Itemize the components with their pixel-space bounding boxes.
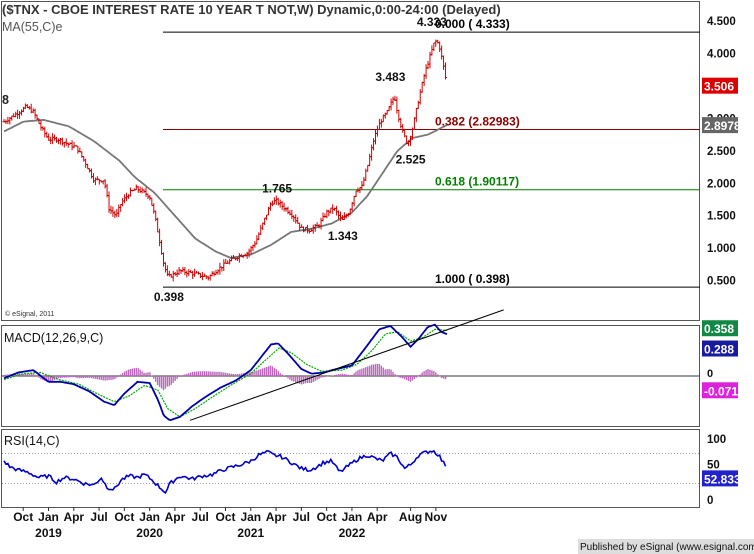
price-annotation: 4.333: [417, 15, 447, 29]
rsi-layer: [2, 449, 700, 494]
rsi-tick-label: 50: [707, 460, 720, 472]
price-tick-label: 2.000: [707, 178, 736, 190]
x-tick-label: Oct: [317, 510, 337, 524]
x-year-label: 2019: [35, 526, 62, 540]
fib-label: 0.000 ( 4.333): [435, 17, 510, 31]
price-tick-label: 0.500: [707, 276, 736, 288]
price-annotation: 2.525: [396, 152, 426, 166]
rsi-value-tag-text: 52.833: [704, 472, 741, 486]
x-tick-label: Apr: [266, 510, 287, 524]
histogram-value-tag-box: [702, 382, 738, 399]
fibonacci-levels: 0.000 ( 4.333) 0.382 (2.82983) 0.618 (1.90…: [163, 17, 700, 288]
x-tick-label: Jul: [90, 510, 107, 524]
macd-value-tag-box: [702, 320, 738, 337]
rsi-tick-label: 0: [707, 495, 713, 507]
x-tick-label: Aug: [399, 510, 422, 524]
x-tick-label: Apr: [63, 510, 84, 524]
x-tick-label: Jan: [342, 510, 363, 524]
macd-signal-line: [3, 328, 448, 418]
price-panel-frame: [1, 1, 700, 321]
macd-y-axis: 0 0.288 0.358 -0.071: [702, 320, 738, 399]
esignal-watermark: © eSignal, 2011: [5, 310, 55, 318]
macd-value-tag-text: 0.358: [704, 322, 734, 336]
x-tick-label: Apr: [165, 510, 186, 524]
rsi-y-axis: 100 50 0 52.833: [702, 434, 741, 507]
macd-line: [3, 323, 448, 421]
price-annotation: 1.343: [328, 229, 358, 243]
moving-average-layer: [3, 118, 448, 259]
ma-55-line: [3, 118, 448, 259]
ma-value-tag-box: [702, 117, 738, 134]
x-tick-label: Jul: [192, 510, 209, 524]
ma-legend-label: MA(55,C)e: [2, 20, 62, 34]
x-year-label: 2022: [339, 526, 366, 540]
macd-tick-label: 0: [707, 368, 713, 380]
x-tick-label: Jan: [38, 510, 59, 524]
macd-trendline: [189, 309, 504, 421]
price-annotations: 4.333 3.483 2.525 1.765 1.343 0.398: [154, 15, 447, 304]
fib-label: 0.618 (1.90117): [435, 175, 519, 189]
macd-layer: [2, 309, 700, 421]
rsi-title: RSI(14,C): [4, 434, 60, 448]
price-annotation: 1.765: [262, 182, 292, 196]
x-tick-label: Oct: [114, 510, 134, 524]
x-year-label: 2021: [237, 526, 264, 540]
current-price-tag-text: 3.506: [704, 80, 734, 94]
fib-label: 1.000 ( 0.398): [435, 272, 510, 286]
price-tick-label: 4.500: [707, 16, 736, 28]
price-tick-label: 1.500: [707, 211, 736, 223]
rsi-panel-frame: [1, 429, 700, 508]
rsi-value-tag-box: [702, 470, 738, 487]
current-price-tag-box: [702, 77, 738, 94]
price-bars-layer: [2, 39, 448, 282]
left-edge-label: 8: [2, 93, 9, 107]
x-year-label: 2020: [136, 526, 163, 540]
macd-title: MACD(12,26,9,C): [4, 331, 103, 345]
rsi-line: [3, 449, 447, 494]
x-tick-label: Jul: [293, 510, 310, 524]
price-tick-label: 2.500: [707, 146, 736, 158]
macd-signal-tag-box: [702, 340, 738, 357]
price-tick-label: 1.000: [707, 243, 736, 255]
price-annotation: 0.398: [154, 290, 184, 304]
fib-label: 0.382 (2.82983): [435, 115, 520, 129]
macd-signal-tag-text: 0.288: [704, 343, 734, 357]
price-tick-label: 4.000: [707, 49, 736, 61]
price-annotation: 3.483: [375, 70, 405, 84]
x-tick-label: Jan: [240, 510, 261, 524]
ma-value-tag-text: 2.8978: [704, 119, 741, 133]
x-tick-label: Oct: [215, 510, 235, 524]
x-tick-label: Oct: [13, 510, 33, 524]
histogram-value-tag-text: -0.071: [704, 384, 738, 398]
x-axis: Oct Jan Apr Jul Oct Jan Apr Jul Oct Jan Apr Jul Oct J…: [13, 507, 448, 540]
footer-text: Published by eSignal (www.esignal.com): [580, 542, 754, 553]
x-tick-label: Nov: [425, 510, 448, 524]
footer-bar: [578, 539, 754, 554]
x-tick-label: Apr: [367, 510, 388, 524]
x-tick-label: Jan: [139, 510, 160, 524]
chart-title: ($TNX - CBOE INTEREST RATE 10 YEAR T NOT…: [2, 2, 501, 17]
price-y-axis: 0.5001.0001.5002.0002.5003.0003.5004.000…: [702, 16, 741, 288]
rsi-tick-label: 100: [707, 434, 726, 446]
